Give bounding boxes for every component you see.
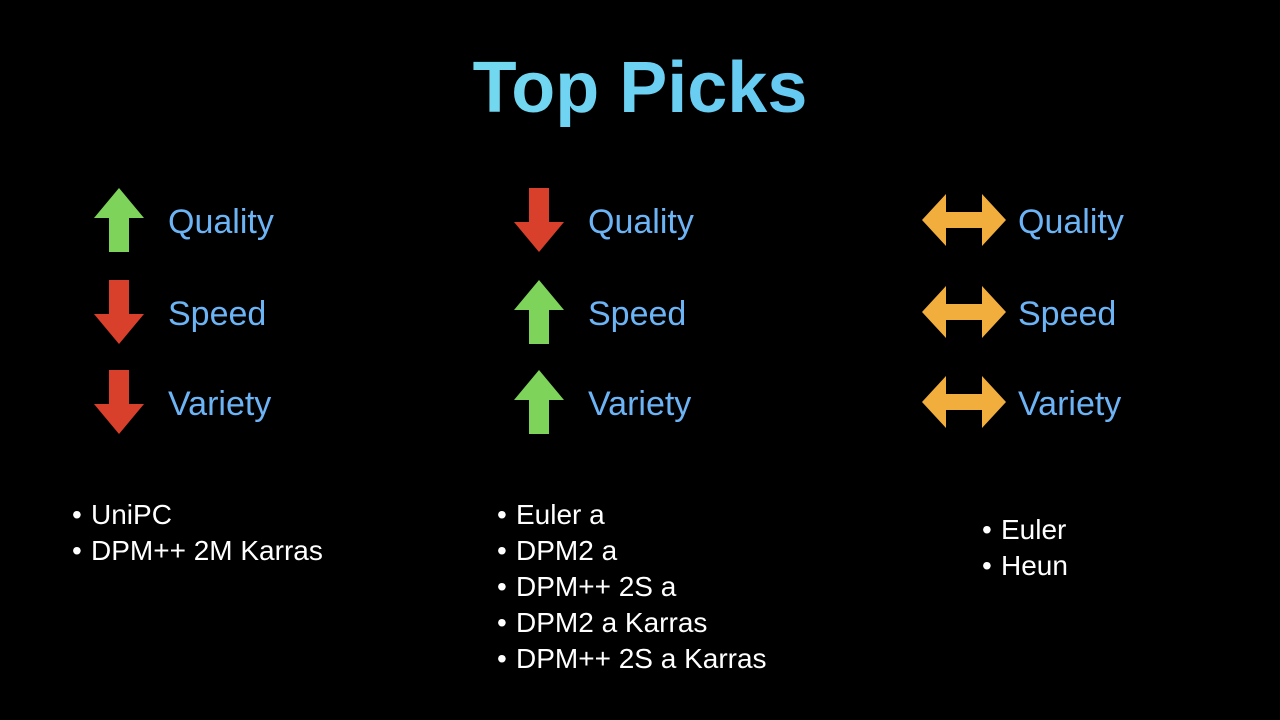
metric-label: Variety [1018,385,1122,423]
list-item: DPM2 a Karras [497,605,767,641]
list-item: DPM++ 2S a Karras [497,641,767,677]
list-item: DPM2 a [497,533,767,569]
metric-label: Quality [168,203,274,241]
metric-label: Quality [588,203,694,241]
arrow-left-right-icon [922,286,1012,356]
list-item: Euler [982,512,1068,548]
sampler-list: UniPC DPM++ 2M Karras [72,497,323,569]
arrow-left-right-icon [922,194,1012,264]
list-item: UniPC [72,497,323,533]
sampler-list: Euler Heun [982,512,1068,584]
list-item: DPM++ 2S a [497,569,767,605]
list-item: Euler a [497,497,767,533]
arrow-left-right-icon [922,376,1012,446]
metric-label: Speed [1018,295,1117,333]
list-item: Heun [982,548,1068,584]
metric-label: Speed [168,295,267,333]
metric-label: Speed [588,295,687,333]
list-item: DPM++ 2M Karras [72,533,323,569]
column-balanced: Quality Speed Variety Euler Heun [840,0,1280,720]
metric-label: Quality [1018,203,1124,241]
sampler-list: Euler a DPM2 a DPM++ 2S a DPM2 a Karras … [497,497,767,677]
column-high-quality: Quality Speed Variety UniPC DPM++ 2M Kar… [0,0,420,720]
metric-label: Variety [588,385,692,423]
page-title: Top Picks [0,48,1280,128]
metric-label: Variety [168,385,272,423]
column-high-speed: Quality Speed Variety Euler a DPM2 a DPM… [420,0,840,720]
